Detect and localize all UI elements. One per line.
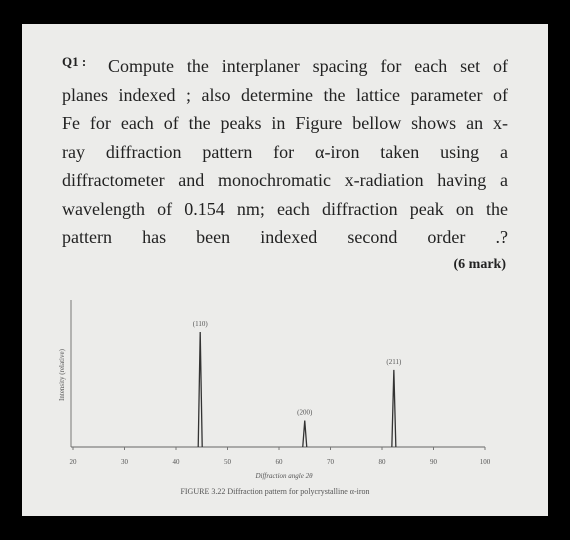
x-tick-label: 60 — [276, 458, 284, 466]
paper — [22, 24, 548, 516]
x-tick-label: 80 — [379, 458, 387, 466]
question-line: wavelength of 0.154 nm; each diffraction… — [62, 198, 508, 219]
x-tick-label: 50 — [224, 458, 232, 466]
x-tick-label: 100 — [480, 458, 491, 466]
marks: (6 mark) — [453, 257, 507, 272]
peak-label: (110) — [193, 320, 209, 328]
caption: FIGURE 3.22 Diffraction pattern for poly… — [180, 487, 369, 496]
peak — [391, 369, 397, 448]
x-tick-label: 20 — [70, 458, 78, 466]
question-label: Q1 : — [62, 54, 87, 69]
question-line: Compute the interplaner spacing for each… — [108, 56, 508, 76]
question-line: pattern has been indexed second order .? — [62, 227, 508, 247]
x-tick-label: 30 — [121, 458, 129, 466]
x-tick-label: 70 — [327, 458, 335, 466]
question-line: diffractometer and monochromatic x-radia… — [62, 170, 508, 190]
x-tick-label: 90 — [430, 458, 438, 466]
x-axis-label: Diffraction angle 2θ — [254, 472, 313, 480]
peak — [197, 331, 203, 448]
peak-label: (211) — [386, 358, 402, 366]
y-axis-label: Intensity (relative) — [58, 348, 66, 401]
peak — [302, 420, 308, 448]
peak-label: (200) — [297, 409, 313, 417]
question-line: planes indexed ; also determine the latt… — [62, 84, 508, 105]
x-tick-label: 40 — [173, 458, 181, 466]
question-line: ray diffraction pattern for α-iron taken… — [62, 141, 508, 162]
question-line: Fe for each of the peaks in Figure bello… — [62, 113, 508, 133]
